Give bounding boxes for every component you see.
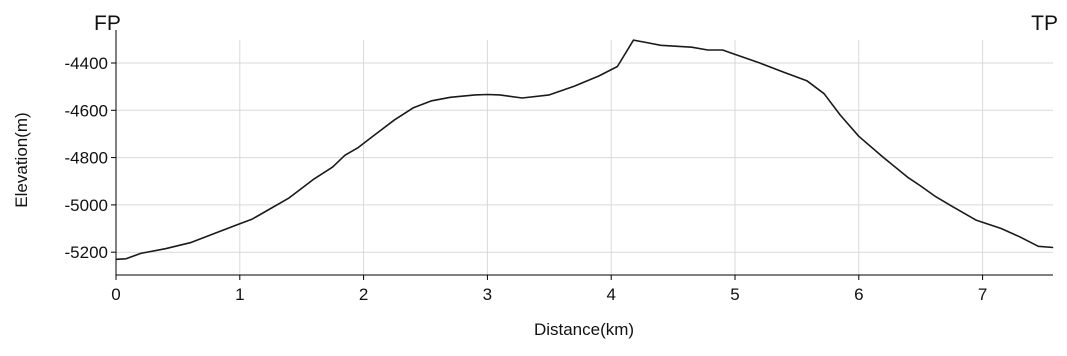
x-tick-label: 3 bbox=[483, 285, 492, 304]
x-tick-label: 4 bbox=[606, 285, 615, 304]
tick-labels: 0 1 2 3 4 5 6 7 -4400 -4600 -4800 -5000 -5200 bbox=[65, 54, 988, 304]
y-tick-label: -4400 bbox=[65, 54, 108, 73]
x-tick-label: 0 bbox=[111, 285, 120, 304]
x-tick-label: 7 bbox=[978, 285, 987, 304]
y-tick-label: -5200 bbox=[65, 243, 108, 262]
x-tick-label: 5 bbox=[730, 285, 739, 304]
x-tick-label: 2 bbox=[359, 285, 368, 304]
grid bbox=[115, 40, 1053, 275]
series bbox=[115, 39, 1054, 261]
end-point-label: TP bbox=[1031, 12, 1058, 35]
x-tick-label: 1 bbox=[235, 285, 244, 304]
x-axis-label: Distance(km) bbox=[534, 320, 634, 339]
axes bbox=[115, 30, 1053, 276]
y-tick-label: -5000 bbox=[65, 196, 108, 215]
start-point-label: FP bbox=[94, 12, 121, 35]
x-tick-label: 6 bbox=[854, 285, 863, 304]
elevation-profile-line bbox=[115, 39, 1054, 261]
y-tick-label: -4600 bbox=[65, 101, 108, 120]
y-axis-label: Elevation(m) bbox=[12, 112, 31, 207]
y-tick-label: -4800 bbox=[65, 149, 108, 168]
